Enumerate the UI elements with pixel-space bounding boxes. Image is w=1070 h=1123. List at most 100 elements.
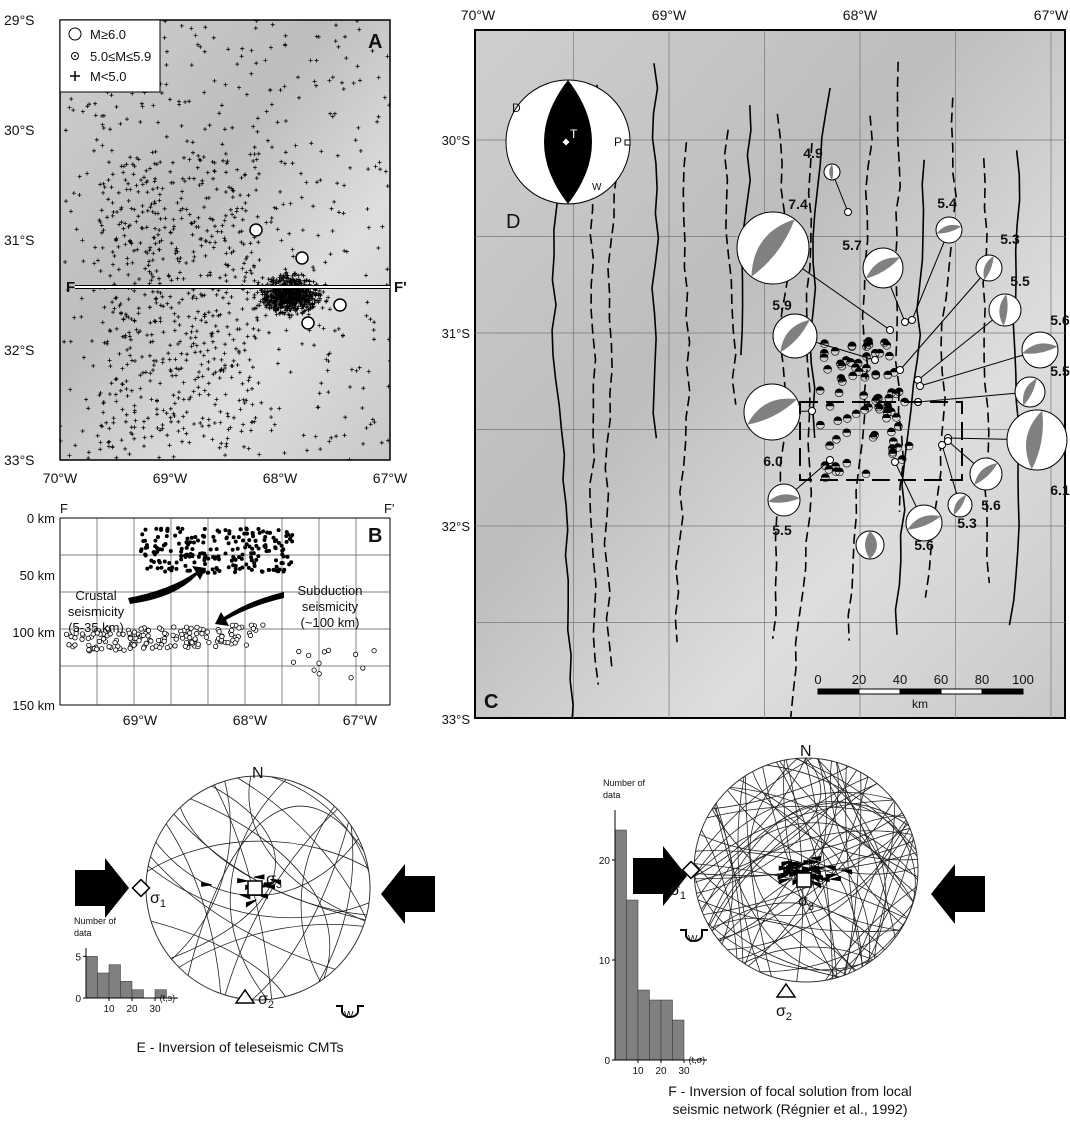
- crustal-event: [149, 565, 153, 569]
- subduction-event: [248, 633, 252, 637]
- lon-label: 69°W: [652, 7, 687, 23]
- x-title: (t,σ): [689, 1055, 706, 1065]
- subduction-event: [230, 628, 234, 632]
- crustal-event: [254, 539, 258, 543]
- legend-label: 5.0≤M≤5.9: [90, 49, 151, 64]
- crustal-event: [203, 556, 207, 560]
- subduction-event: [187, 631, 191, 635]
- y-tick-label: 10: [599, 956, 611, 967]
- x-title: (t,s): [160, 993, 176, 1003]
- crustal-event: [215, 547, 219, 551]
- lon-label: 68°W: [843, 7, 878, 23]
- subduction-event: [141, 646, 145, 650]
- crustal-event: [175, 560, 179, 564]
- crustal-event: [153, 539, 157, 543]
- crustal-event: [251, 534, 255, 538]
- crustal-event: [231, 548, 235, 552]
- caption: seismic network (Régnier et al., 1992): [673, 1101, 908, 1117]
- subduction-event: [114, 648, 118, 652]
- crustal-event: [143, 539, 147, 543]
- magnitude-label: 5.5: [1050, 363, 1070, 379]
- epicenter: [902, 319, 909, 326]
- crustal-event: [261, 529, 265, 533]
- scale-segment: [982, 689, 1023, 694]
- crustal-event: [206, 557, 210, 561]
- crustal-event: [178, 530, 182, 534]
- subduction-event: [174, 637, 178, 641]
- crustal-event: [277, 541, 281, 545]
- subduction-event: [162, 639, 166, 643]
- crustal-event: [163, 570, 167, 574]
- crustal-event: [216, 554, 220, 558]
- crustal-event: [159, 566, 163, 570]
- crustal-event: [250, 547, 254, 551]
- crustal-event: [231, 555, 235, 559]
- legend-label: M<5.0: [90, 69, 127, 84]
- subduction-event: [146, 628, 150, 632]
- scale-segment: [859, 689, 900, 694]
- crustal-event: [224, 536, 228, 540]
- histogram-bar: [615, 830, 627, 1060]
- crustal-event: [227, 529, 231, 533]
- lat-label: 32°S: [442, 519, 471, 534]
- w-label: W: [688, 934, 698, 945]
- panel-label: A: [368, 31, 382, 53]
- crustal-event: [262, 538, 266, 542]
- subduction-event: [141, 633, 145, 637]
- figure: M≥6.0 5.0≤M≤5.9 M<5.0 A F F' F F' B Crus…: [0, 0, 1070, 1123]
- crustal-event: [144, 553, 148, 557]
- crustal-event: [155, 549, 159, 553]
- subduction-event: [353, 652, 357, 656]
- x-tick-label: 20: [655, 1066, 667, 1077]
- crustal-event: [234, 564, 238, 568]
- y-tick-label: 0: [75, 994, 81, 1005]
- crustal-event: [154, 527, 158, 531]
- y-title: data: [74, 928, 92, 938]
- crustal-event: [176, 526, 180, 530]
- crustal-event: [167, 561, 171, 565]
- annotation: Subductionseismicity(~100 km): [297, 583, 362, 630]
- subduction-event: [195, 625, 199, 629]
- subduction-event: [372, 649, 376, 653]
- subduction-event: [184, 625, 188, 629]
- subduction-event: [132, 643, 136, 647]
- subduction-event: [194, 631, 198, 635]
- crustal-event: [179, 554, 183, 558]
- crustal-event: [280, 544, 284, 548]
- subduction-event: [291, 660, 295, 664]
- crustal-event: [211, 567, 215, 571]
- subduction-event: [244, 643, 248, 647]
- magnitude-label: 5.6: [981, 497, 1001, 513]
- crustal-event: [173, 534, 177, 538]
- crustal-event: [203, 562, 207, 566]
- scale-label: 20: [852, 672, 866, 687]
- panel-label: B: [368, 525, 382, 547]
- crustal-event: [275, 565, 279, 569]
- crustal-event: [256, 554, 260, 558]
- crustal-event: [190, 554, 194, 558]
- crustal-event: [197, 555, 201, 559]
- subduction-event: [172, 625, 176, 629]
- crustal-event: [216, 529, 220, 533]
- subduction-event: [101, 637, 105, 641]
- section-label: F: [60, 501, 68, 516]
- crustal-event: [169, 549, 173, 553]
- scale-label: 80: [975, 672, 989, 687]
- crustal-event: [261, 570, 265, 574]
- subduction-event: [180, 632, 184, 636]
- magnitude-label: 5.3: [957, 515, 977, 531]
- subduction-event: [213, 644, 217, 648]
- subduction-event: [97, 639, 101, 643]
- histogram-bar: [673, 1020, 685, 1060]
- subduction-event: [80, 637, 84, 641]
- depth-label: 100 km: [12, 625, 55, 640]
- crustal-event: [282, 568, 286, 572]
- lat-label: 33°S: [4, 452, 35, 468]
- crustal-event: [239, 527, 243, 531]
- subduction-event: [157, 626, 161, 630]
- crustal-event: [282, 555, 286, 559]
- epicenter: [892, 459, 899, 466]
- subduction-event: [137, 638, 141, 642]
- scale-label: 40: [893, 672, 907, 687]
- crustal-event: [165, 528, 169, 532]
